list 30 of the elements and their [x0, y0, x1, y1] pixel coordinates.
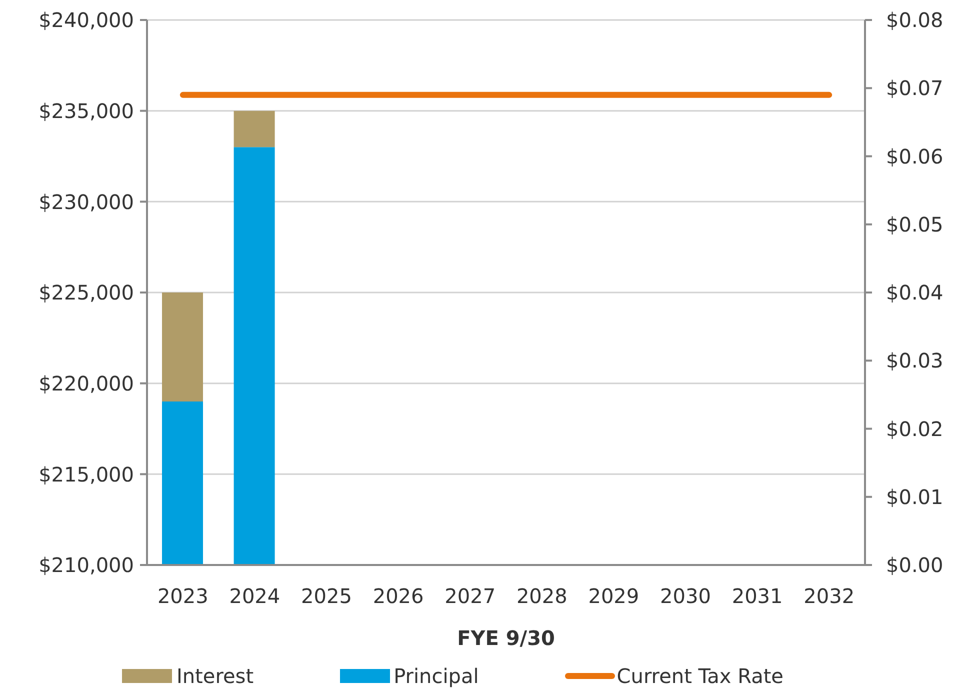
y-tick-label: $215,000: [38, 462, 134, 486]
y2-tick-label: $0.01: [886, 484, 944, 509]
legend-label: Current Tax Rate: [616, 664, 784, 688]
x-tick-label: 2025: [301, 584, 352, 608]
y2-tick-label: $0.08: [886, 8, 944, 32]
y-tick-label: $235,000: [38, 98, 134, 123]
y-tick-label: $230,000: [38, 190, 134, 214]
x-tick-label: 2031: [732, 584, 783, 608]
x-tick-label: 2032: [804, 584, 855, 608]
x-tick-label: 2024: [229, 584, 280, 608]
x-tick-label: 2029: [588, 584, 640, 608]
y2-tick-label: $0.04: [886, 280, 944, 305]
y2-tick-label: $0.05: [886, 212, 944, 236]
x-tick-label: 2028: [516, 584, 568, 608]
legend-label: Principal: [394, 664, 479, 688]
y2-tick-label: $0.06: [886, 144, 944, 168]
y2-tick-label: $0.00: [886, 553, 944, 578]
y2-tick-label: $0.07: [886, 76, 944, 100]
x-tick-label: 2027: [444, 584, 496, 608]
y-tick-label: $220,000: [38, 371, 134, 396]
legend-label: Interest: [176, 664, 254, 688]
x-tick-label: 2023: [157, 584, 208, 608]
y2-tick-label: $0.02: [886, 416, 944, 441]
y-tick-label: $225,000: [38, 280, 134, 305]
x-tick-label: 2030: [660, 584, 711, 608]
y-tick-label: $210,000: [38, 553, 134, 578]
y2-tick-label: $0.03: [886, 348, 944, 373]
y-tick-label: $240,000: [38, 8, 134, 32]
x-axis-title: FYE 9/30: [457, 626, 555, 650]
x-tick-label: 2026: [372, 584, 424, 608]
